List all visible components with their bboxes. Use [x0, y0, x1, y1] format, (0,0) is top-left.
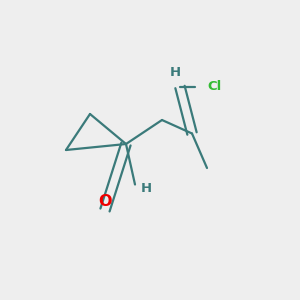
Text: H: H	[141, 182, 152, 196]
Text: O: O	[98, 194, 112, 208]
Text: H: H	[170, 66, 181, 79]
Text: Cl: Cl	[207, 80, 221, 94]
